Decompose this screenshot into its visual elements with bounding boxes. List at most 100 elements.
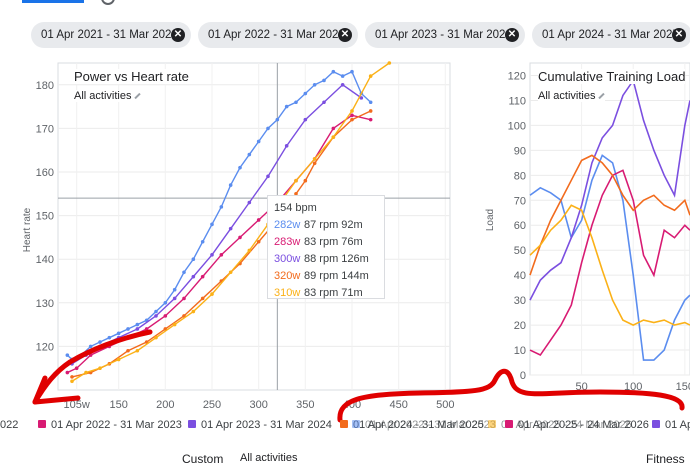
data-point — [182, 296, 186, 301]
close-icon[interactable]: ✕ — [672, 28, 686, 42]
legend-item[interactable]: 022 — [0, 417, 18, 433]
data-point — [256, 239, 261, 244]
data-point — [172, 322, 177, 327]
legend-label: 01 Apr 2022 - 31 Mar 2023 — [51, 419, 182, 431]
tooltip-power: 310w — [274, 287, 301, 299]
y-tick-label: 30 — [514, 295, 526, 307]
tooltip-detail: 83 rpm 71m — [304, 287, 363, 299]
x-tick-label: 200 — [156, 399, 174, 411]
y-tick-label: 150 — [36, 211, 54, 223]
y-tick-label: 20 — [514, 320, 526, 332]
x-tick-label: 250 — [203, 399, 221, 411]
legend-item[interactable]: 01 Apr 2023 - 31 Mar 2024 — [188, 417, 332, 433]
close-icon[interactable]: ✕ — [338, 28, 352, 42]
all-activities-dropdown[interactable]: All activities — [240, 452, 298, 464]
y-tick-label: 80 — [514, 170, 526, 182]
legend-item[interactable]: 01 Apr 2025 - 24 Mar 2026 — [488, 417, 632, 433]
chart-filter-label: All activities — [74, 90, 132, 102]
legend-item[interactable]: 01 Ap — [652, 417, 690, 433]
data-point — [228, 226, 233, 231]
close-icon[interactable]: ✕ — [505, 28, 519, 42]
data-point — [350, 69, 354, 74]
chart-filter[interactable]: All activities — [74, 90, 142, 102]
data-point — [172, 287, 177, 292]
data-point — [303, 91, 308, 96]
legend-item[interactable]: 01 Apr 2022 - 31 Mar 2023 — [352, 417, 496, 433]
data-point — [84, 370, 88, 375]
annotation-arrow-head — [32, 395, 81, 405]
data-point — [200, 296, 205, 301]
close-icon[interactable]: ✕ — [171, 28, 185, 42]
legend-swatch — [352, 420, 360, 428]
y-tick-label: 140 — [36, 254, 54, 266]
data-point — [238, 165, 242, 170]
fitness-label[interactable]: Fitness — [646, 452, 685, 466]
data-point — [154, 309, 158, 314]
data-point — [70, 375, 74, 379]
data-point — [247, 200, 252, 205]
data-point — [368, 117, 373, 122]
active-tab-indicator — [22, 0, 84, 3]
legend-label: 01 Apr 2025 - 24 Mar 2026 — [501, 419, 632, 431]
data-point — [191, 257, 196, 262]
custom-label[interactable]: Custom — [182, 452, 224, 466]
legend-item[interactable]: 01 Apr 2025 - 24 Mar 2026 — [505, 417, 649, 433]
data-point — [74, 366, 79, 371]
y-tick-label: 110 — [508, 95, 526, 107]
data-point — [247, 152, 252, 157]
y-tick-label: 90 — [514, 145, 526, 157]
x-tick-label: 350 — [296, 399, 314, 411]
data-point — [210, 222, 214, 227]
y-tick-label: 170 — [36, 123, 54, 135]
tooltip-row: 282w 87 rpm 92m — [274, 217, 378, 234]
legend-item[interactable]: 01 Apr 2022 - 31 Mar 2023 — [38, 417, 182, 433]
series-line — [529, 154, 690, 276]
tooltip-row: 300w 88 rpm 126m — [274, 251, 378, 268]
filter-chip-2023[interactable]: 01 Apr 2023 - 31 Mar 2024 ✕ — [365, 22, 525, 48]
series-line — [67, 114, 371, 374]
data-point — [284, 144, 289, 148]
data-point — [359, 96, 364, 100]
data-point — [303, 117, 308, 122]
data-point — [340, 74, 345, 78]
data-point — [275, 117, 280, 122]
filter-chip-2022[interactable]: 01 Apr 2022 - 31 Mar 2023 ✕ — [198, 22, 358, 48]
pencil-icon[interactable] — [134, 92, 142, 100]
x-tick-label: 105w — [64, 399, 90, 411]
filter-chip-2024[interactable]: 01 Apr 2024 - 31 Mar 2025 ✕ — [532, 22, 690, 48]
data-point — [312, 83, 317, 87]
pencil-icon[interactable] — [598, 92, 606, 100]
data-point — [228, 183, 233, 187]
chart-filter[interactable]: All activities — [538, 90, 606, 102]
y-tick-label: 100 — [508, 120, 526, 132]
y-tick-label: 70 — [514, 195, 526, 207]
y-tick-label: 120 — [36, 341, 54, 353]
data-point — [303, 178, 308, 183]
data-point — [247, 248, 252, 253]
data-point — [219, 205, 224, 209]
legend-label: 01 Apr 2022 - 31 Mar 2023 — [365, 419, 496, 431]
data-point — [266, 126, 270, 131]
data-point — [368, 109, 373, 113]
data-point — [65, 370, 70, 375]
data-point — [135, 327, 140, 331]
filter-chip-2021[interactable]: 01 Apr 2021 - 31 Mar 2022 ✕ — [31, 22, 191, 48]
y-tick-label: 180 — [36, 80, 54, 92]
annotation-underline — [337, 368, 685, 423]
data-point — [228, 270, 233, 275]
data-point — [163, 301, 168, 305]
chart-tooltip: 154 bpm 282w 87 rpm 92m 283w 83 rpm 76m 30… — [267, 195, 385, 299]
legend-item[interactable]: 01 Apr 2024 - 31 Mar 2025 — [340, 417, 484, 433]
data-point — [331, 69, 336, 74]
power-vs-heart-rate-chart: 120 130 140 150 160 170 180 105w 150 200 250 300 350… — [22, 61, 455, 411]
data-point — [294, 100, 298, 105]
series-line — [529, 78, 690, 301]
data-point — [200, 274, 205, 279]
x-tick-label: 300 — [249, 399, 267, 411]
data-point — [322, 78, 326, 83]
filter-chip-label: 01 Apr 2023 - 31 Mar 2024 — [375, 29, 512, 41]
series-line — [66, 70, 372, 361]
y-tick-label: 0 — [520, 370, 526, 382]
tooltip-row: 283w 83 rpm 76m — [274, 234, 378, 251]
y-axis-label: Load — [485, 209, 496, 231]
